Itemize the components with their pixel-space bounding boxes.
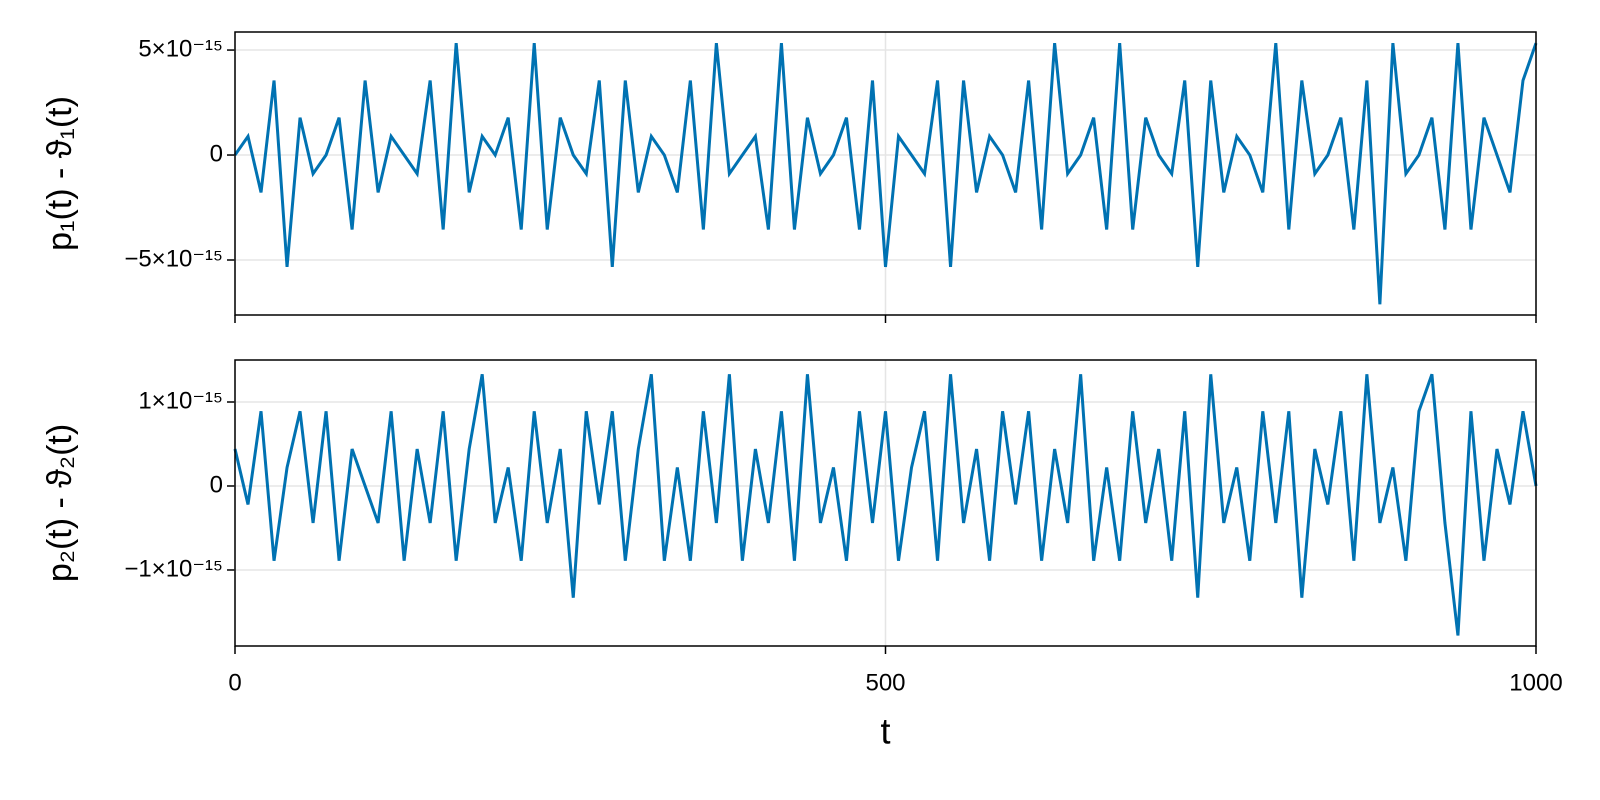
x-axis-label: t (880, 711, 890, 752)
y-tick-label: 0 (210, 140, 223, 167)
y-tick-label: −1×10⁻¹⁵ (124, 555, 223, 582)
plot-frame (234, 31, 1537, 316)
y-tick-label: 5×10⁻¹⁵ (138, 35, 223, 62)
plot-frame (234, 359, 1537, 647)
y-axis-label: p₂(t) - ϑ₂(t) (41, 424, 79, 582)
y-axis-label: p₁(t) - ϑ₁(t) (41, 96, 79, 251)
x-tick-label: 1000 (1509, 669, 1562, 696)
line (233, 373, 1538, 636)
y-tick-label: 0 (210, 471, 223, 498)
x-tick-label: 500 (865, 669, 905, 696)
x-tick-label: 0 (228, 669, 241, 696)
line (233, 42, 1538, 305)
y-tick-label: −5×10⁻¹⁵ (124, 245, 223, 272)
y-tick-label: 1×10⁻¹⁵ (138, 387, 223, 414)
